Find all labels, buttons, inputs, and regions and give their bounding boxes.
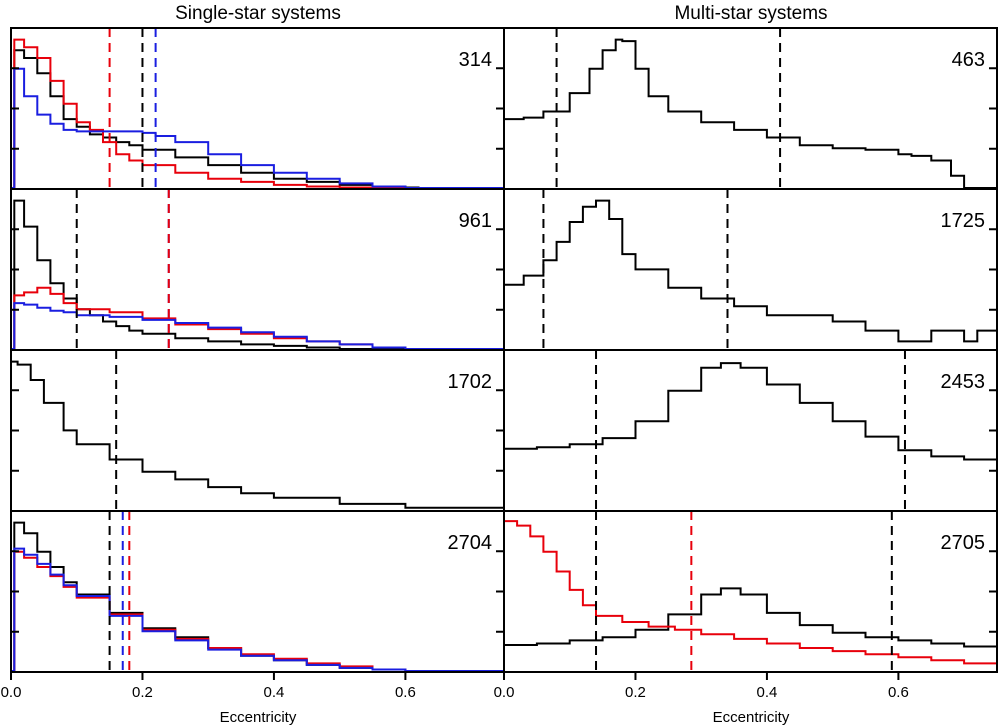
panel-count-multi-4: 2705: [941, 532, 986, 554]
xtick-label-right-2: 0.4: [757, 684, 778, 701]
panel-multi-2: 1725: [504, 189, 998, 350]
xtick-label-right-3: 0.6: [888, 684, 909, 701]
series-line-single-2-2: [11, 302, 504, 350]
xtick-label-left-0: 0.0: [1, 684, 22, 701]
series-line-multi-1-0: [504, 38, 997, 189]
panel-frame-multi-3: [503, 349, 998, 512]
series-line-multi-4-0: [504, 587, 998, 648]
panel-frame-single-3: [10, 349, 505, 512]
panel-count-single-3: 1702: [448, 371, 493, 393]
xtick-label-left-3: 0.6: [395, 684, 416, 701]
series-line-single-1-1: [11, 38, 504, 189]
series-line-multi-3-0: [504, 362, 998, 463]
series-line-single-4-2: [11, 547, 504, 672]
panel-frame-multi-4: [503, 510, 998, 673]
left-column-title: Single-star systems: [175, 3, 341, 24]
series-line-single-4-1: [11, 550, 504, 672]
panel-frame-single-2: [10, 188, 505, 351]
panel-count-single-2: 961: [459, 210, 492, 232]
panel-count-multi-1: 463: [952, 49, 985, 71]
series-line-single-1-0: [11, 49, 504, 189]
panel-single-4: 2704: [11, 511, 504, 672]
frames-group: 0.0 0.2 0.4 0.6 0.0 0.2 0.4 0.6: [1, 27, 998, 701]
series-line-multi-4-1: [504, 520, 998, 667]
right-column-title: Multi-star systems: [674, 3, 827, 24]
left-x-axis-label: Eccentricity: [220, 709, 297, 726]
panel-frame-single-4: [10, 510, 505, 673]
panel-count-single-1: 314: [459, 49, 492, 71]
panel-single-1: 314: [11, 28, 504, 189]
panels-group: 314 961 1702 2704 463 1725 2453 2705: [11, 28, 998, 672]
panel-multi-1: 463: [504, 28, 997, 189]
panel-frame-multi-2: [503, 188, 998, 351]
panel-single-2: 961: [11, 189, 504, 350]
series-line-single-1-2: [11, 67, 504, 189]
panel-count-multi-2: 1725: [941, 210, 986, 232]
xtick-label-right-1: 0.2: [625, 684, 646, 701]
xtick-label-right-0: 0.0: [494, 684, 515, 701]
panel-frame-multi-1: [503, 27, 998, 190]
right-x-axis-label: Eccentricity: [713, 709, 790, 726]
panel-multi-4: 2705: [504, 511, 998, 672]
panel-count-multi-3: 2453: [941, 371, 986, 393]
panel-multi-3: 2453: [504, 350, 998, 511]
xtick-label-left-1: 0.2: [132, 684, 153, 701]
panel-single-3: 1702: [11, 350, 505, 511]
series-line-single-2-1: [11, 286, 504, 350]
series-line-multi-2-0: [504, 199, 998, 343]
series-line-single-2-0: [11, 199, 504, 350]
panel-count-single-4: 2704: [448, 532, 493, 554]
series-line-single-3-0: [11, 360, 505, 510]
xtick-label-left-2: 0.4: [264, 684, 285, 701]
